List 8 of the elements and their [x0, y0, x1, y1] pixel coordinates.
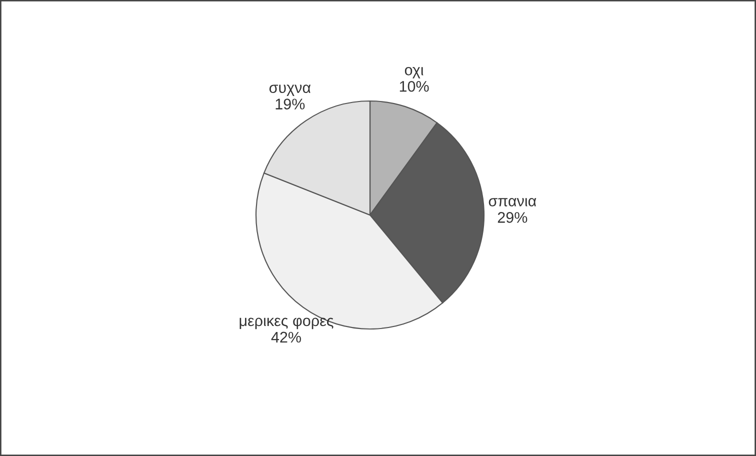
data-label: 29%	[498, 212, 528, 223]
data-label: 42%	[271, 332, 301, 343]
data-label: 19%	[276, 98, 305, 110]
slice-label: οχι	[404, 66, 424, 78]
slice-label: μερικες φορες	[240, 318, 334, 330]
data-label: 10%	[400, 80, 429, 92]
slice-label: συχνα	[269, 84, 311, 96]
slice-label: σπανια	[488, 198, 536, 206]
